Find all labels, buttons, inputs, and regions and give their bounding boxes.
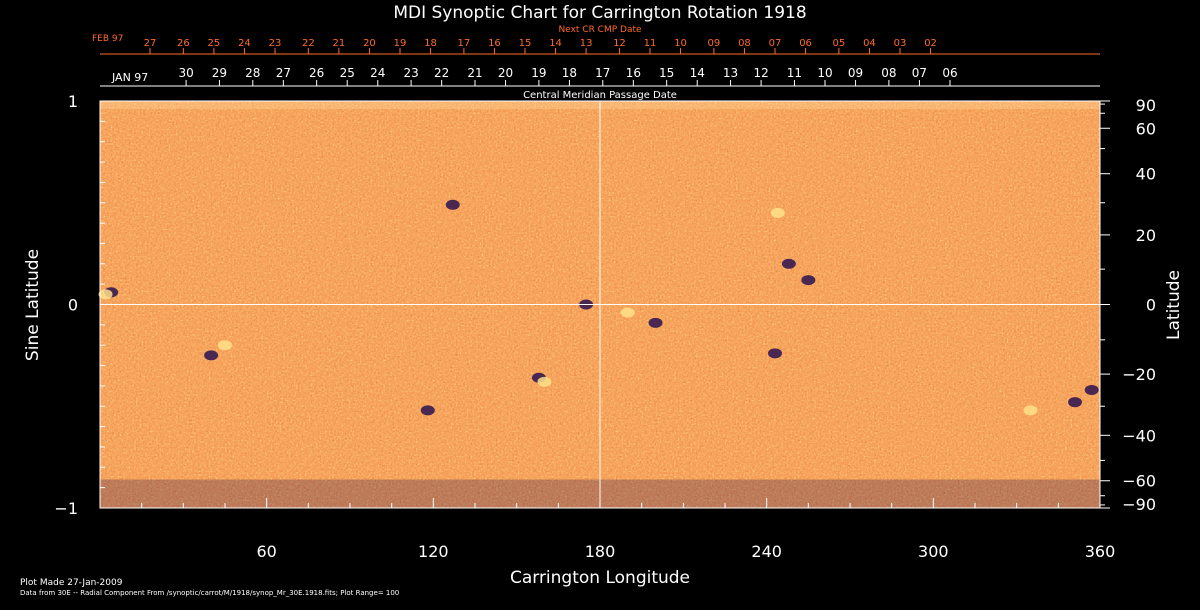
top-date-label: 03	[894, 38, 907, 49]
magnetic-feature-dark	[445, 199, 460, 210]
top-date-label: 07	[769, 38, 782, 49]
middle-date-label: 09	[848, 66, 863, 80]
magnetic-feature-dark	[781, 258, 796, 269]
top-axis-title: Next CR CMP Date	[558, 25, 642, 35]
x-tick-label: 240	[751, 542, 782, 561]
top-date-label: 17	[458, 38, 471, 49]
middle-date-label: 28	[245, 66, 260, 80]
plot-footer: Plot Made 27-Jan-2009 Data from 30E -- R…	[20, 578, 399, 598]
y-tick-label-right: −20	[1122, 365, 1156, 384]
x-axis-label: Carrington Longitude	[510, 568, 690, 588]
x-tick-label: 60	[256, 542, 276, 561]
y-tick-label-right: −60	[1122, 472, 1156, 491]
y-tick-label-right: 20	[1136, 226, 1156, 245]
y-axis-label-left: Sine Latitude	[23, 249, 43, 361]
middle-date-label: 11	[787, 66, 802, 80]
magnetic-feature-dark	[801, 275, 816, 286]
top-date-label: 13	[580, 38, 593, 49]
magnetic-feature-dark	[768, 348, 782, 359]
top-date-label: 26	[177, 38, 190, 49]
middle-date-label: 08	[881, 66, 896, 80]
y-tick-label-left: −1	[54, 499, 78, 518]
middle-date-label: 15	[659, 66, 674, 80]
middle-axis-month: JAN 97	[111, 71, 148, 84]
middle-date-label: 30	[178, 66, 193, 80]
middle-date-label: 26	[309, 66, 324, 80]
x-tick-label: 360	[1085, 542, 1116, 561]
middle-date-label: 14	[690, 66, 705, 80]
middle-date-label: 29	[212, 66, 227, 80]
data-source-text: Data from 30E -- Radial Component From /…	[20, 589, 400, 597]
y-tick-label-right: −40	[1122, 426, 1156, 445]
top-date-label: 06	[799, 38, 812, 49]
x-tick-label: 300	[918, 542, 949, 561]
middle-date-label: 25	[340, 66, 355, 80]
middle-date-label: 27	[276, 66, 291, 80]
magnetic-feature-dark	[648, 317, 663, 328]
x-tick-label: 180	[585, 542, 616, 561]
middle-date-label: 22	[434, 66, 449, 80]
middle-date-label: 16	[626, 66, 641, 80]
magnetic-feature-dark	[1084, 384, 1099, 395]
top-date-label: 08	[738, 38, 751, 49]
middle-date-label: 23	[403, 66, 418, 80]
middle-date-label: 06	[942, 66, 957, 80]
top-date-label: 12	[613, 38, 626, 49]
middle-date-label: 19	[531, 66, 546, 80]
chart-title: MDI Synoptic Chart for Carrington Rotati…	[393, 3, 806, 23]
y-tick-label-left: 1	[68, 92, 78, 111]
middle-date-label: 24	[370, 66, 385, 80]
middle-date-label: 13	[723, 66, 738, 80]
middle-date-label: 07	[912, 66, 927, 80]
y-tick-label-right: 60	[1136, 119, 1156, 138]
top-date-label: 14	[549, 38, 562, 49]
axes-layer: 60 120 180 240 300 36010−1906040200−20−40−60−…	[54, 38, 1156, 561]
top-date-label: 22	[302, 38, 315, 49]
top-date-label: 24	[238, 38, 251, 49]
top-date-label: 10	[674, 38, 687, 49]
top-date-label: 23	[269, 38, 282, 49]
magnetic-feature-dark	[204, 350, 219, 361]
top-date-label: 19	[394, 38, 407, 49]
top-date-label: 02	[924, 38, 937, 49]
middle-date-label: 21	[467, 66, 482, 80]
y-tick-label-right: 0	[1146, 296, 1156, 315]
middle-date-label: 17	[595, 66, 610, 80]
middle-date-label: 10	[817, 66, 832, 80]
magnetic-feature-bright	[537, 376, 552, 387]
top-date-label: 09	[708, 38, 721, 49]
magnetic-feature-dark	[1068, 397, 1082, 408]
x-tick-label: 120	[418, 542, 449, 561]
top-date-label: 21	[333, 38, 346, 49]
top-axis-month: FEB 97	[92, 34, 123, 44]
magnetic-feature-dark	[420, 405, 435, 416]
middle-date-label: 12	[753, 66, 768, 80]
middle-date-label: 20	[498, 66, 513, 80]
y-axis-label-right: Latitude	[1164, 270, 1184, 340]
top-date-label: 27	[144, 38, 157, 49]
magnetic-feature-bright	[770, 207, 785, 218]
plot-area	[98, 101, 1100, 508]
y-tick-label-right: −90	[1122, 495, 1156, 514]
top-date-label: 18	[424, 38, 437, 49]
magnetic-feature-bright	[1023, 405, 1038, 416]
top-date-label: 04	[863, 38, 876, 49]
magnetic-feature-bright	[620, 307, 635, 318]
top-date-label: 16	[488, 38, 501, 49]
top-date-label: 11	[644, 38, 657, 49]
top-date-label: 20	[363, 38, 376, 49]
y-tick-label-left: 0	[68, 296, 78, 315]
top-date-label: 05	[833, 38, 846, 49]
y-tick-label-right: 90	[1136, 96, 1156, 115]
magnetic-feature-bright	[98, 289, 113, 300]
top-date-label: 15	[519, 38, 532, 49]
y-tick-label-right: 40	[1136, 165, 1156, 184]
plot-made-text: Plot Made 27-Jan-2009	[20, 578, 123, 588]
top-date-label: 25	[208, 38, 221, 49]
middle-date-label: 18	[562, 66, 577, 80]
middle-axis-title: Central Meridian Passage Date	[523, 90, 677, 101]
magnetic-feature-bright	[218, 340, 232, 351]
